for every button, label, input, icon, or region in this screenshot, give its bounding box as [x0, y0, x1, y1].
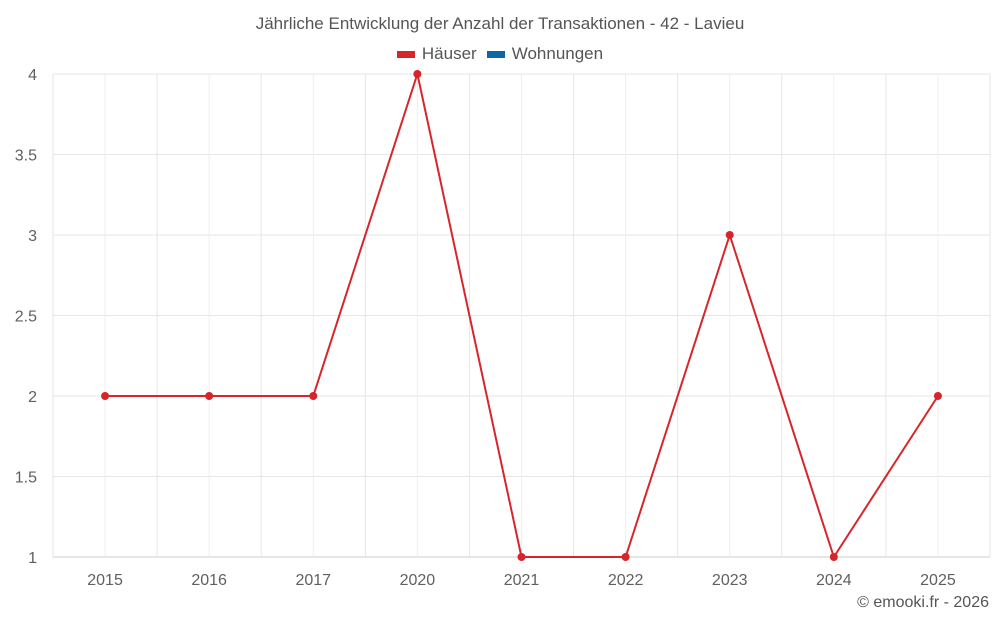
data-point[interactable] — [517, 553, 526, 561]
data-point[interactable] — [309, 392, 318, 400]
legend-item-wohnungen[interactable]: Wohnungen — [486, 44, 604, 64]
data-point[interactable] — [101, 392, 110, 400]
y-tick-label: 2 — [28, 389, 37, 406]
x-tick-label: 2024 — [816, 572, 852, 589]
y-tick-label: 3.5 — [15, 148, 37, 165]
legend-item-haeuser[interactable]: Häuser — [396, 44, 477, 64]
x-tick-label: 2022 — [608, 572, 644, 589]
data-point[interactable] — [725, 231, 734, 239]
y-tick-label: 4 — [28, 67, 37, 84]
legend-swatch-haeuser — [396, 50, 415, 58]
y-tick-label: 2.5 — [15, 309, 37, 326]
chart-title: Jährliche Entwicklung der Anzahl der Tra… — [255, 14, 745, 33]
y-tick-label: 3 — [28, 228, 37, 245]
data-point[interactable] — [829, 553, 838, 561]
legend-label-wohnungen: Wohnungen — [511, 44, 604, 63]
x-tick-label: 2021 — [504, 572, 540, 589]
data-point[interactable] — [413, 70, 422, 78]
y-tick-label: 1.5 — [15, 470, 37, 487]
x-tick-label: 2025 — [920, 572, 956, 589]
x-tick-label: 2017 — [295, 572, 331, 589]
x-tick-label: 2015 — [87, 572, 123, 589]
data-point[interactable] — [205, 392, 214, 400]
data-point[interactable] — [621, 553, 630, 561]
legend: Häuser Wohnungen — [0, 44, 1000, 64]
y-tick-label: 1 — [28, 550, 37, 567]
x-tick-label: 2023 — [712, 572, 748, 589]
legend-swatch-wohnungen — [486, 50, 505, 58]
data-point[interactable] — [933, 392, 942, 400]
x-tick-label: 2016 — [191, 572, 227, 589]
x-tick-label: 2020 — [400, 572, 436, 589]
legend-label-haeuser: Häuser — [421, 44, 477, 63]
credit-text: © emooki.fr - 2026 — [857, 594, 989, 611]
